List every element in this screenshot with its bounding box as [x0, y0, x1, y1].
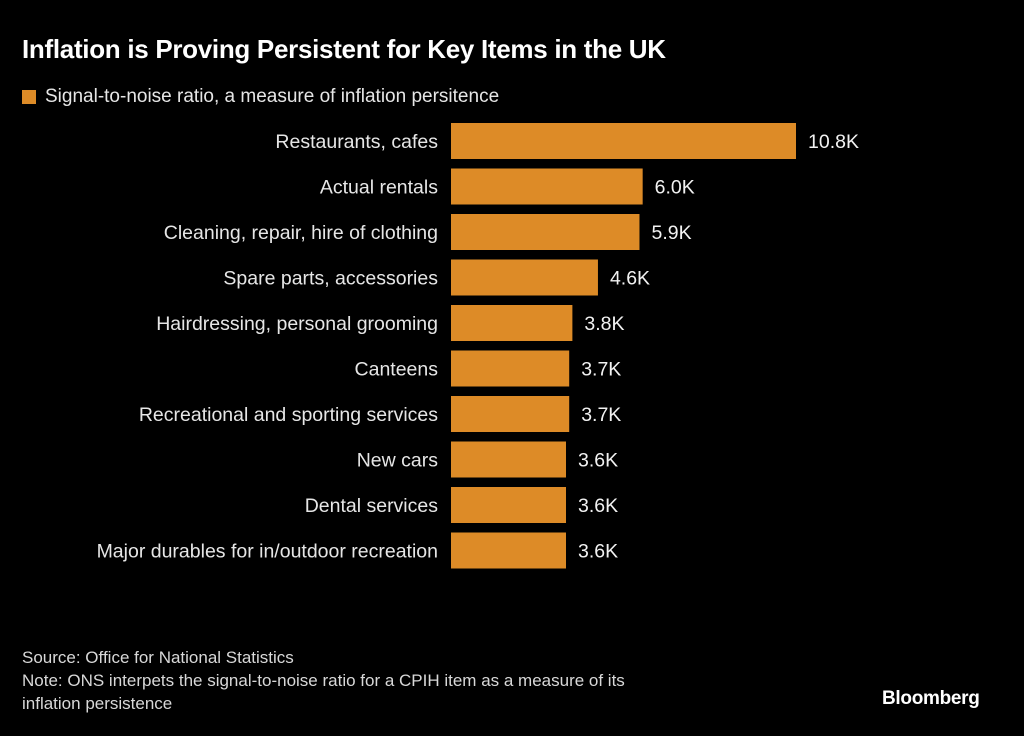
value-label: 3.8K — [584, 313, 624, 335]
bar — [451, 168, 643, 205]
value-label: 3.7K — [581, 359, 621, 381]
category-label: Recreational and sporting services — [139, 404, 438, 426]
category-label: Major durables for in/outdoor recreation — [97, 541, 438, 563]
bar — [451, 214, 640, 250]
value-label: 3.6K — [578, 541, 618, 563]
category-label: Dental services — [305, 495, 439, 517]
value-label: 10.8K — [808, 131, 859, 153]
legend-swatch — [22, 90, 36, 104]
bar — [451, 396, 570, 432]
legend: Signal-to-noise ratio, a measure of infl… — [22, 86, 499, 108]
bar — [451, 350, 570, 387]
legend-label: Signal-to-noise ratio, a measure of infl… — [45, 86, 500, 107]
footer: Source: Office for National Statistics N… — [22, 646, 625, 715]
value-label: 4.6K — [610, 268, 650, 290]
category-label: Spare parts, accessories — [223, 268, 438, 290]
source-note: Source: Office for National Statistics — [22, 648, 294, 667]
category-label: New cars — [357, 450, 439, 472]
value-label: 3.7K — [581, 404, 621, 426]
value-label: 3.6K — [578, 450, 618, 472]
value-label: 3.6K — [578, 495, 618, 517]
bar — [451, 441, 566, 478]
methodology-note-line2: inflation persistence — [22, 694, 173, 713]
bar — [451, 123, 796, 159]
category-label: Cleaning, repair, hire of clothing — [164, 222, 438, 244]
bar — [451, 259, 598, 296]
bar — [451, 487, 566, 523]
category-label: Actual rentals — [320, 177, 438, 199]
category-label: Restaurants, cafes — [275, 131, 438, 153]
bar — [451, 305, 573, 341]
value-label: 6.0K — [655, 177, 695, 199]
category-label: Canteens — [355, 359, 439, 381]
value-label: 5.9K — [651, 222, 691, 244]
category-label: Hairdressing, personal grooming — [156, 313, 438, 335]
methodology-note-line1: Note: ONS interpets the signal-to-noise … — [22, 671, 625, 690]
chart-title: Inflation is Proving Persistent for Key … — [22, 34, 666, 64]
bloomberg-logo: Bloomberg — [882, 688, 980, 709]
bar — [451, 532, 566, 569]
